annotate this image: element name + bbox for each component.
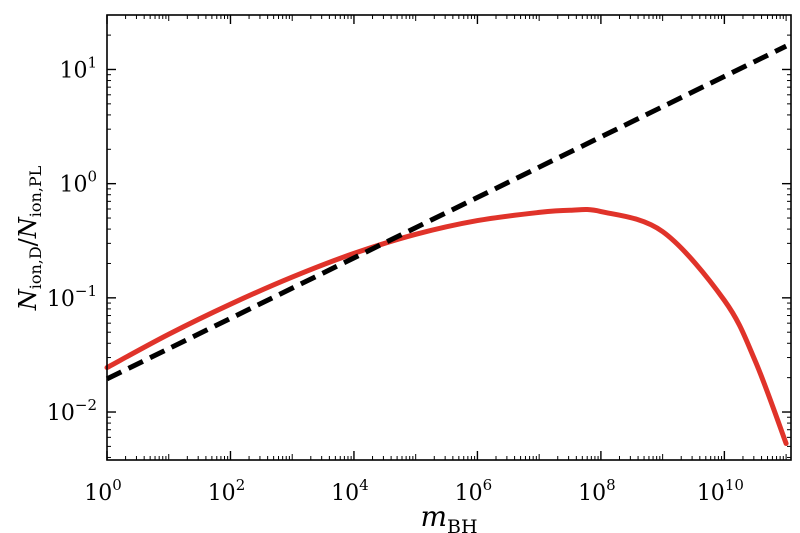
y-axis-label-den-sub: ion,PL (26, 165, 45, 217)
x-tick-label-base: 10 (84, 481, 112, 506)
y-tick-label-base: 10 (59, 58, 87, 83)
y-tick-label-base: 10 (59, 173, 87, 198)
y-tick-label-base: 10 (47, 287, 75, 312)
y-tick-label: 10−2 (47, 396, 97, 426)
y-axis-label-slash: / (14, 237, 42, 246)
y-axis-label-num-sub: ion,D (26, 246, 45, 289)
x-tick-label-exponent: 8 (606, 476, 616, 494)
x-axis-label: mBH (420, 500, 477, 533)
x-tick-label-base: 10 (208, 481, 236, 506)
plot-frame (106, 14, 792, 461)
x-tick-label-base: 10 (578, 481, 606, 506)
x-tick-label-exponent: 4 (359, 476, 369, 494)
y-tick-label-exponent: −1 (75, 282, 97, 300)
y-tick-label-exponent: 0 (87, 168, 97, 186)
x-tick-label-base: 10 (455, 481, 483, 506)
x-tick-label: 106 (455, 476, 493, 506)
x-axis-label-base: m (420, 500, 447, 533)
x-tick-label: 104 (331, 476, 369, 506)
x-tick-label-exponent: 0 (112, 476, 122, 494)
x-tick-label: 100 (84, 476, 122, 506)
y-tick-label-exponent: 1 (87, 53, 97, 71)
x-tick-label-exponent: 2 (236, 476, 246, 494)
y-axis-label: Nion,D/Nion,PL (14, 165, 45, 311)
x-tick-label-exponent: 6 (483, 476, 493, 494)
x-tick-label: 108 (578, 476, 616, 506)
y-tick-label: 10−1 (47, 282, 97, 312)
y-axis-label-den: N (14, 216, 42, 239)
x-tick-label: 102 (208, 476, 246, 506)
y-tick-label-exponent: −2 (75, 396, 97, 414)
x-tick-label-base: 10 (697, 481, 725, 506)
y-tick-label-base: 10 (47, 401, 75, 426)
plot-area (107, 15, 791, 460)
x-tick-label-exponent: 10 (725, 476, 744, 494)
series-line-dashed (105, 43, 788, 382)
y-tick-label: 101 (59, 53, 97, 83)
y-axis-label-num: N (14, 288, 42, 311)
x-tick-label-base: 10 (331, 481, 359, 506)
y-tick-label: 100 (59, 168, 97, 198)
x-axis-label-sub: BH (447, 516, 478, 533)
series-layer (104, 43, 789, 446)
series-line-solid (104, 206, 789, 446)
x-tick-label: 1010 (697, 476, 744, 506)
y-axis-label-group: Nion,D/Nion,PL (14, 165, 45, 311)
